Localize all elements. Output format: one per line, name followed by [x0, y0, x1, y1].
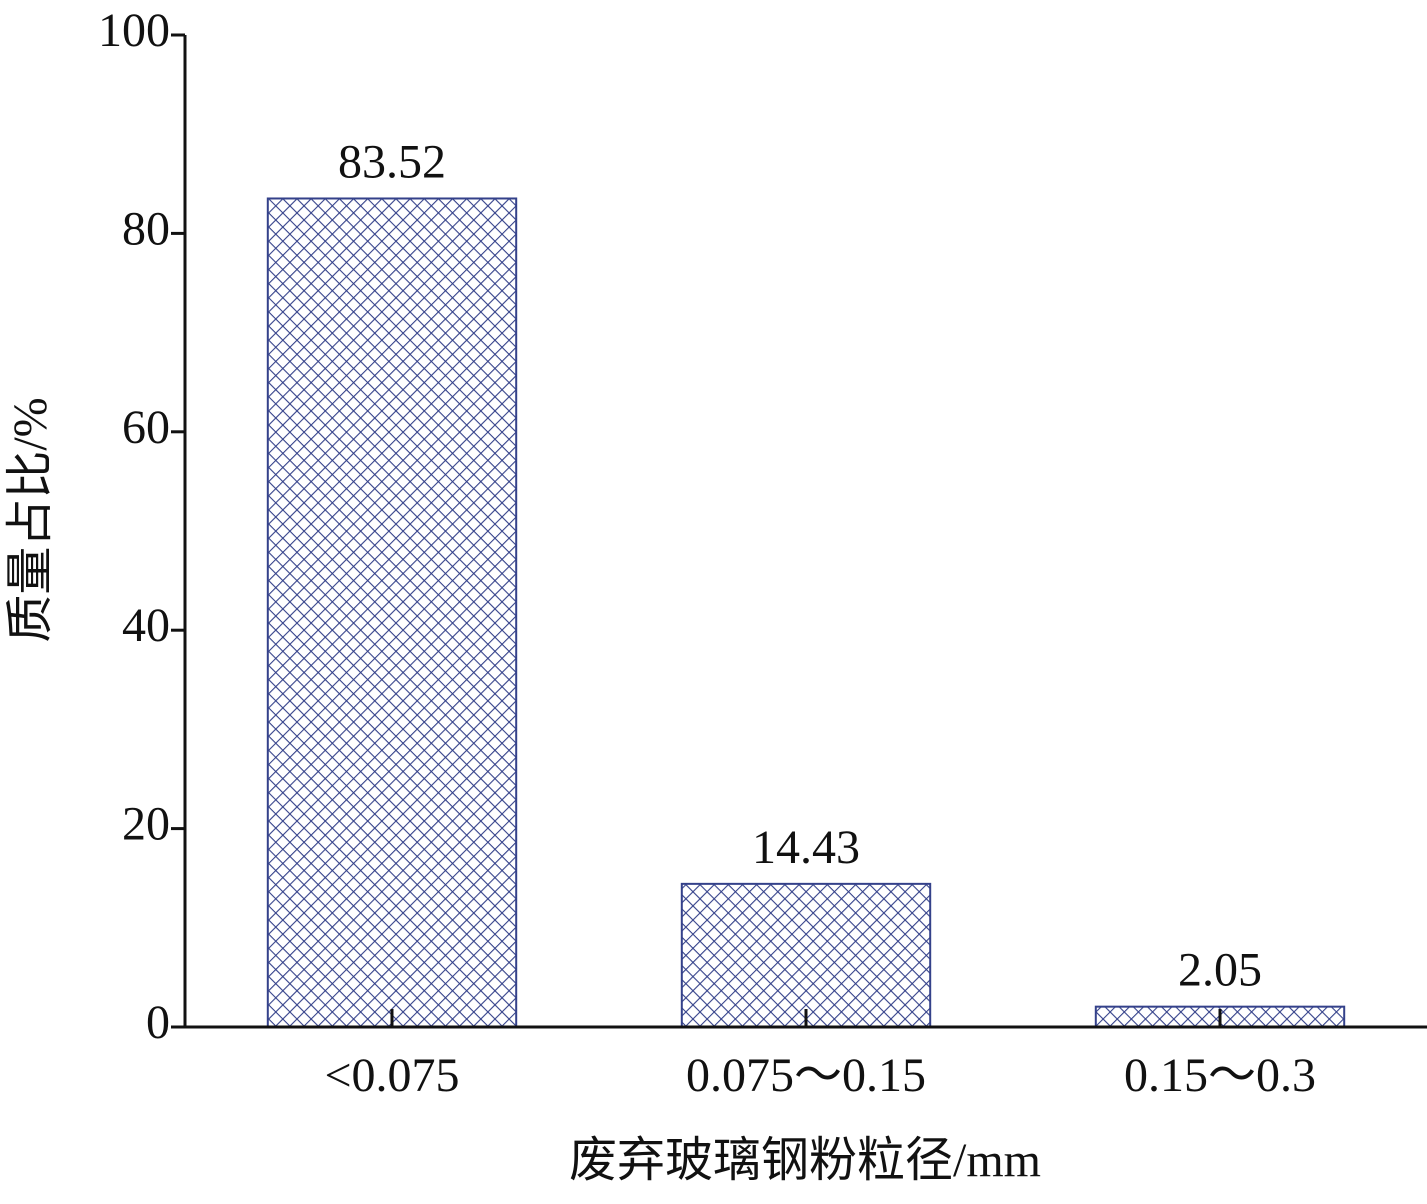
- x-tick-label: 0.15～0.3: [1124, 1049, 1316, 1102]
- x-tick-label: <0.075: [324, 1049, 459, 1102]
- y-tick-label: 40: [122, 599, 170, 652]
- bar: [680, 882, 932, 1028]
- value-label: 2.05: [1178, 944, 1262, 997]
- y-tick-label: 20: [122, 798, 170, 851]
- value-label: 14.43: [752, 821, 860, 874]
- x-tick-label: 0.075～0.15: [686, 1049, 926, 1102]
- y-tick-label: 0: [146, 996, 170, 1049]
- y-axis-title: 质量占比/%: [4, 397, 57, 642]
- bar: [266, 197, 518, 1028]
- value-label: 83.52: [338, 135, 446, 188]
- y-tick-label: 80: [122, 202, 170, 255]
- y-tick-label: 100: [98, 4, 170, 57]
- y-tick-label: 60: [122, 401, 170, 454]
- x-axis-title: 废弃玻璃钢粉粒径/mm: [569, 1134, 1041, 1187]
